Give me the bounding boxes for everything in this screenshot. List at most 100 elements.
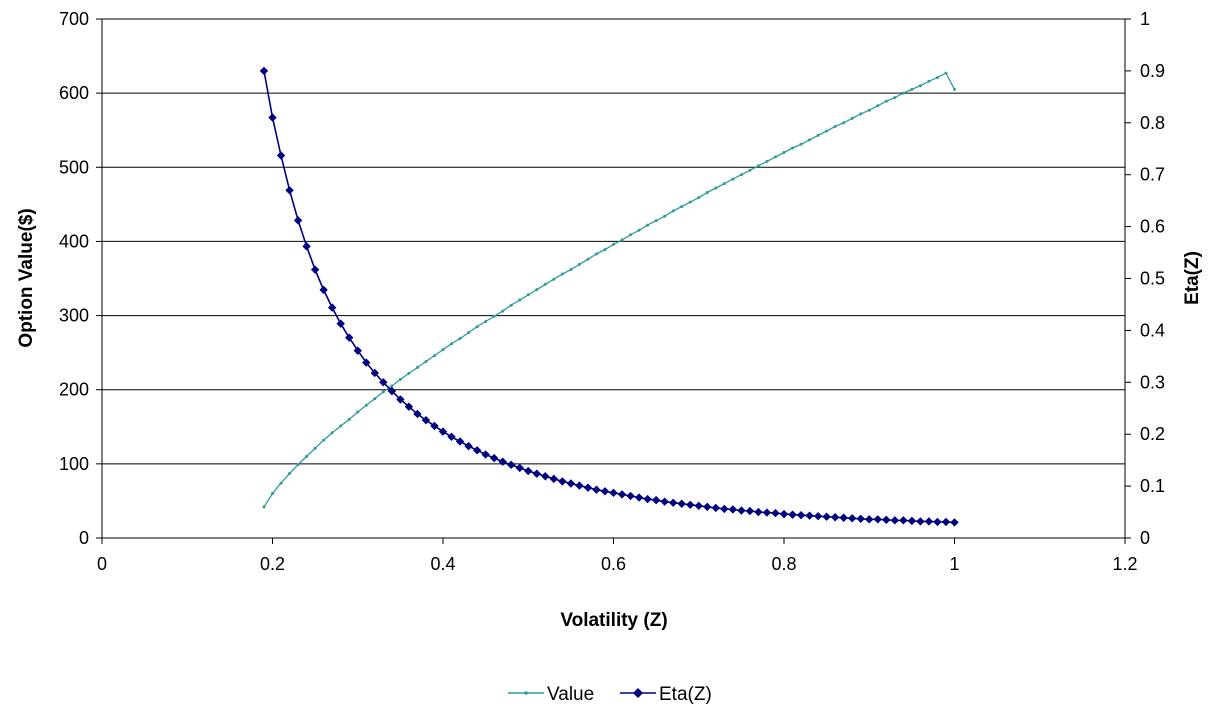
legend-eta-label: Eta(Z) <box>659 684 712 705</box>
data-point-eta-z <box>703 502 712 512</box>
y-tick-label: 100 <box>59 454 89 474</box>
data-point-eta-z <box>711 503 720 513</box>
data-point-eta-z <box>668 498 678 507</box>
data-point-eta-z <box>498 457 507 466</box>
data-point-eta-z <box>873 515 882 524</box>
data-point-eta-z <box>933 517 942 527</box>
data-point-value <box>893 96 897 100</box>
x-tick-label: 0 <box>97 554 107 574</box>
data-point-value <box>671 209 675 213</box>
data-point-eta-z <box>634 493 644 502</box>
x-tick-label: 0.2 <box>260 554 285 574</box>
data-point-value <box>680 205 684 209</box>
y-tick-label: 300 <box>59 306 89 326</box>
data-point-value <box>492 314 496 318</box>
data-point-eta-z <box>609 488 618 498</box>
y2-tick-label: 0.4 <box>1140 320 1165 340</box>
data-point-value <box>953 87 956 91</box>
data-point-eta-z <box>481 450 490 459</box>
data-point-value <box>646 223 650 227</box>
data-point-eta-z <box>830 513 840 522</box>
data-point-value <box>560 272 564 276</box>
y2-tick-label: 0.5 <box>1140 269 1165 289</box>
data-point-eta-z <box>404 402 414 411</box>
data-point-eta-z <box>643 494 652 504</box>
data-point-eta-z <box>822 512 831 521</box>
data-point-value <box>296 463 300 467</box>
data-point-value <box>705 190 709 194</box>
legend: Value Eta(Z) <box>508 684 712 705</box>
data-point-value <box>842 121 846 125</box>
data-point-value <box>833 125 837 129</box>
data-point-value <box>509 303 513 307</box>
data-point-value <box>313 446 317 450</box>
data-point-value <box>330 431 334 435</box>
data-point-value <box>356 410 360 414</box>
data-point-eta-z <box>293 216 303 225</box>
data-point-eta-z <box>762 508 772 517</box>
data-point-eta-z <box>626 491 635 501</box>
data-point-value <box>441 348 445 352</box>
data-point-eta-z <box>413 409 422 419</box>
data-point-value <box>526 293 530 297</box>
data-point-value <box>876 104 880 108</box>
data-point-value <box>756 164 760 168</box>
data-point-value <box>944 71 948 75</box>
data-point-value <box>808 138 812 142</box>
y2-tick-label: 0.1 <box>1140 476 1165 496</box>
data-point-eta-z <box>865 515 874 524</box>
y2-tick-label: 0.6 <box>1140 217 1165 237</box>
data-point-eta-z <box>745 506 755 516</box>
data-point-value <box>467 331 471 335</box>
data-point-value <box>262 505 266 509</box>
data-point-eta-z <box>362 358 371 367</box>
data-point-eta-z <box>924 517 934 526</box>
data-point-eta-z <box>345 333 354 342</box>
data-point-value <box>901 91 905 95</box>
data-point-value <box>339 424 343 428</box>
data-point-eta-z <box>694 501 703 511</box>
data-point-value <box>398 377 402 381</box>
data-point-eta-z <box>899 516 908 525</box>
data-point-eta-z <box>259 66 269 76</box>
data-point-value <box>867 108 871 112</box>
grid-lines <box>102 18 1125 465</box>
data-point-value <box>816 133 820 137</box>
data-point-value <box>748 168 752 172</box>
data-point-eta-z <box>720 504 729 514</box>
data-point-eta-z <box>447 432 456 441</box>
data-point-value <box>322 438 326 442</box>
data-point-value <box>543 282 547 286</box>
data-point-value <box>381 390 385 394</box>
data-point-eta-z <box>779 509 789 519</box>
data-point-eta-z <box>575 481 584 490</box>
y-axis-title: Option Value($) <box>16 208 37 347</box>
data-point-eta-z <box>430 421 439 431</box>
y2-tick-label: 0.7 <box>1140 165 1165 185</box>
data-point-eta-z <box>686 500 695 509</box>
data-point-eta-z <box>813 512 823 521</box>
data-point-eta-z <box>507 460 516 470</box>
data-point-eta-z <box>276 151 286 160</box>
data-point-eta-z <box>882 515 891 525</box>
data-point-value <box>663 214 667 218</box>
data-point-value <box>458 337 462 341</box>
data-point-value <box>739 173 743 177</box>
data-point-value <box>279 481 283 485</box>
y2-tick-label: 0.8 <box>1140 113 1165 133</box>
data-point-value <box>501 309 505 313</box>
data-point-eta-z <box>515 463 524 473</box>
data-point-value <box>791 146 795 150</box>
data-point-eta-z <box>771 508 780 518</box>
data-point-eta-z <box>379 378 388 387</box>
data-point-eta-z <box>421 415 431 425</box>
y2-tick-label: 0.9 <box>1140 61 1165 81</box>
x-tick-label: 0.6 <box>601 554 626 574</box>
data-point-eta-z <box>396 395 405 404</box>
data-point-value <box>364 403 368 407</box>
data-point-eta-z <box>541 472 550 481</box>
data-point-eta-z <box>916 517 925 526</box>
y-tick-label: 700 <box>59 9 89 29</box>
data-point-eta-z <box>677 499 686 508</box>
